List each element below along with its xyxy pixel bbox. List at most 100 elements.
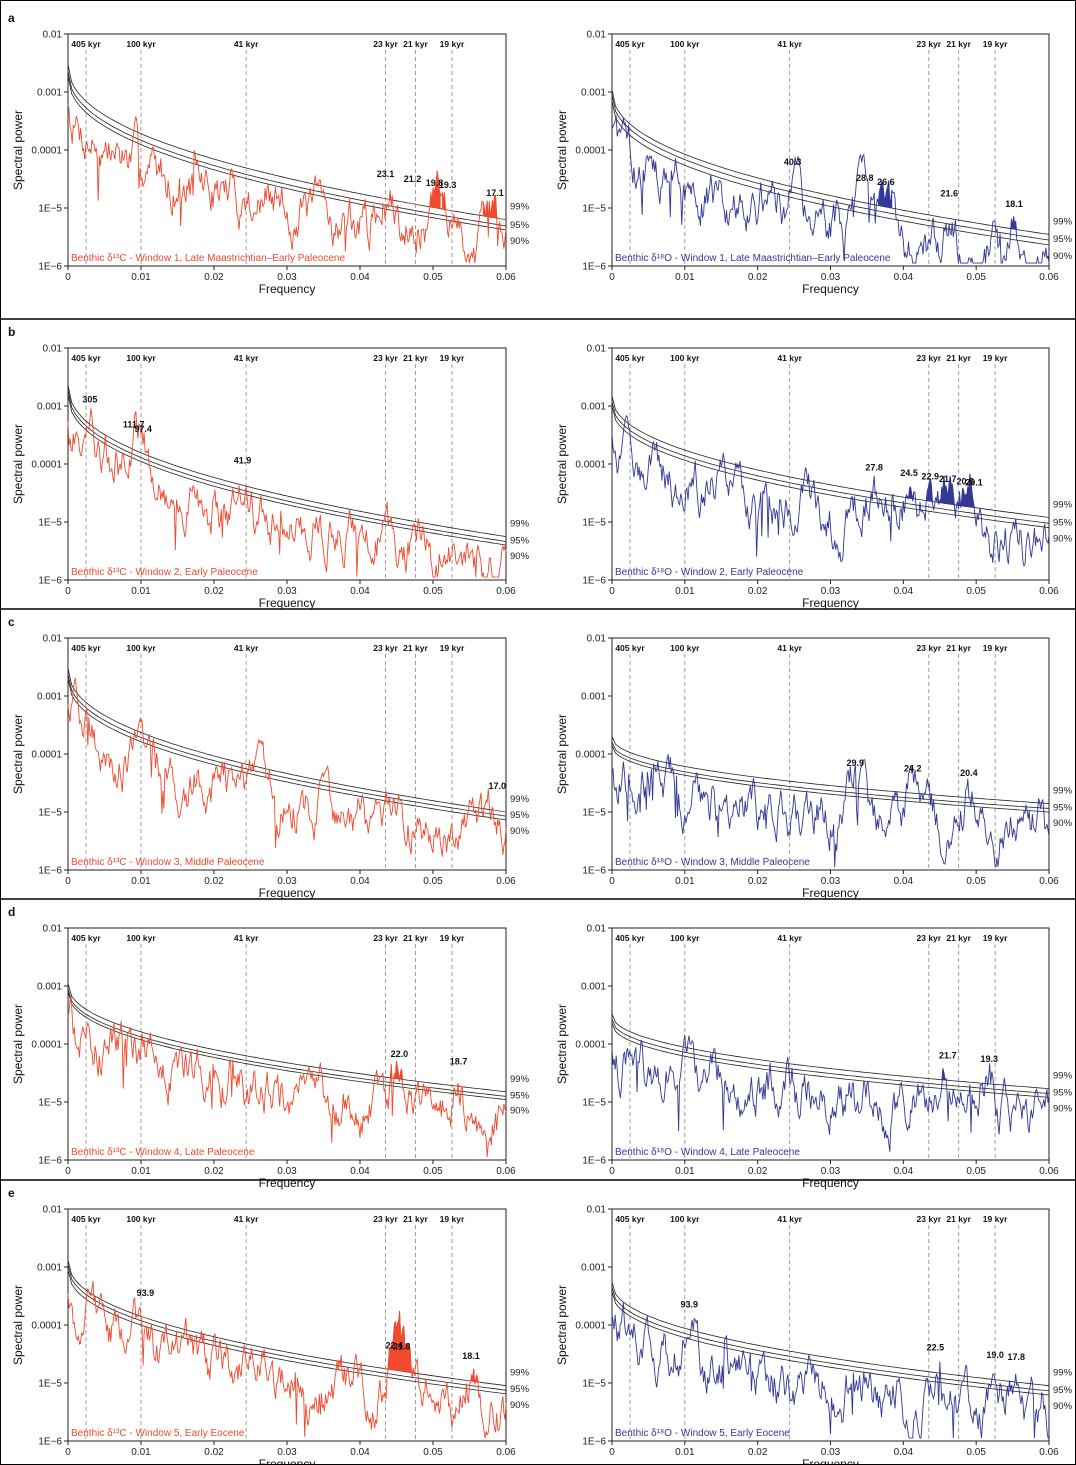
- y-tick-label: 0.0001: [31, 1321, 62, 1332]
- plot-frame: [611, 1208, 1050, 1442]
- panel-e-d18O: 405 kyr 100 kyr 41 kyr 23 kyr 21 kyr 19 kyr 1E…: [555, 1205, 1073, 1465]
- x-axis-label: Frequency: [259, 282, 316, 296]
- confidence-label: 95%: [510, 810, 530, 821]
- period-label: 41 kyr: [234, 643, 259, 653]
- y-tick-label: 1E−5: [582, 204, 606, 215]
- period-label: 21 kyr: [946, 933, 971, 943]
- y-tick-label: 0.001: [37, 88, 62, 99]
- confidence-curve: [611, 1291, 1050, 1396]
- panel-a-d18O: 405 kyr 100 kyr 41 kyr 23 kyr 21 kyr 19 kyr 1E…: [555, 30, 1073, 297]
- x-tick-label: 0.02: [748, 272, 768, 283]
- confidence-label: 90%: [510, 1400, 530, 1411]
- x-tick-label: 0.06: [496, 272, 516, 283]
- period-label: 41 kyr: [777, 353, 802, 363]
- spectrum-line: [67, 1281, 507, 1439]
- period-label: 41 kyr: [777, 39, 802, 49]
- period-label: 23 kyr: [917, 353, 942, 363]
- period-label: 100 kyr: [670, 39, 700, 49]
- peak-label: 29.9: [846, 758, 864, 768]
- peak-label: 20.1: [965, 478, 983, 488]
- confidence-curve: [611, 405, 1050, 528]
- confidence-label: 95%: [1053, 802, 1073, 813]
- x-tick-label: 0.06: [496, 1447, 516, 1458]
- x-tick-label: 0.04: [350, 1447, 370, 1458]
- period-label: 405 kyr: [615, 39, 645, 49]
- period-label: 41 kyr: [777, 933, 802, 943]
- period-label: 405 kyr: [71, 353, 101, 363]
- peak-label: 111.7: [123, 420, 145, 430]
- peak-label: 21.7: [939, 474, 957, 484]
- y-tick-label: 0.0001: [31, 1040, 62, 1051]
- x-tick-label: 0.05: [423, 876, 443, 887]
- x-axis-label: Frequency: [802, 1457, 859, 1465]
- confidence-label: 90%: [510, 1106, 530, 1117]
- x-tick-label: 0.02: [748, 1447, 768, 1458]
- confidence-label: 90%: [510, 236, 530, 247]
- panel-title: Benthic δ¹³C - Window 1, Late Maastricht…: [71, 253, 345, 264]
- x-tick-label: 0.04: [350, 272, 370, 283]
- y-tick-label: 1E−5: [38, 808, 62, 819]
- x-tick-label: 0.03: [277, 1166, 297, 1177]
- peak-label: 17.0: [488, 781, 506, 791]
- row-label: a: [8, 11, 15, 25]
- confidence-curve: [611, 1013, 1050, 1089]
- x-tick-label: 0.06: [1039, 586, 1059, 597]
- y-tick-label: 0.0001: [575, 750, 606, 761]
- confidence-curve: [67, 991, 507, 1100]
- x-tick-label: 0.05: [423, 272, 443, 283]
- confidence-curve: [611, 1018, 1050, 1094]
- x-tick-label: 0.06: [1039, 272, 1059, 283]
- x-tick-label: 0: [65, 272, 71, 283]
- y-tick-label: 0.001: [581, 402, 606, 413]
- period-label: 405 kyr: [71, 933, 101, 943]
- x-tick-label: 0.04: [894, 876, 914, 887]
- confidence-label: 95%: [1053, 1385, 1073, 1396]
- peak-label: 19.3: [981, 1054, 999, 1064]
- y-tick-label: 1E−6: [38, 1156, 62, 1167]
- confidence-label: 95%: [510, 220, 530, 231]
- period-label: 23 kyr: [917, 643, 942, 653]
- period-label: 19 kyr: [440, 1214, 465, 1224]
- y-tick-label: 1E−5: [38, 1379, 62, 1390]
- y-tick-label: 0.01: [43, 924, 63, 935]
- x-tick-label: 0.03: [821, 586, 841, 597]
- x-tick-label: 0.04: [350, 876, 370, 887]
- x-tick-label: 0: [65, 1166, 71, 1177]
- panel-e-d13C: 405 kyr 100 kyr 41 kyr 23 kyr 21 kyr 19 kyr 1E…: [11, 1205, 530, 1465]
- y-tick-label: 1E−5: [38, 1098, 62, 1109]
- spectrum-line: [611, 115, 1050, 264]
- y-axis-label: Spectral power: [555, 714, 569, 794]
- panel-title: Benthic δ¹⁸O - Window 2, Early Paleocene: [615, 567, 804, 578]
- period-label: 21 kyr: [946, 39, 971, 49]
- period-label: 19 kyr: [983, 643, 1008, 653]
- peak-label: 40.3: [784, 157, 802, 167]
- plot-frame: [67, 33, 507, 267]
- x-axis-label: Frequency: [802, 1176, 859, 1190]
- x-tick-label: 0.01: [675, 1447, 695, 1458]
- period-label: 21 kyr: [403, 39, 428, 49]
- row-c: c 405 kyr 100 kyr 41 kyr 23 kyr 21 kyr 19 kyr 1…: [0, 608, 1076, 900]
- x-axis-label: Frequency: [259, 1457, 316, 1465]
- x-tick-label: 0.03: [821, 272, 841, 283]
- x-tick-label: 0.05: [423, 1447, 443, 1458]
- peak-label: 17.1: [486, 188, 504, 198]
- panel-b-d13C: 405 kyr 100 kyr 41 kyr 23 kyr 21 kyr 19 kyr 1E…: [11, 344, 530, 611]
- y-axis-label: Spectral power: [11, 424, 25, 504]
- spectrum-line: [67, 408, 507, 578]
- spectrum-line: [67, 678, 507, 857]
- confidence-label: 99%: [510, 519, 530, 530]
- peak-label: 24.5: [900, 468, 918, 478]
- confidence-curve: [611, 736, 1050, 804]
- panel-title: Benthic δ¹⁸O - Window 4, Late Paleocene: [615, 1147, 800, 1158]
- peak-label: 41.9: [234, 455, 252, 465]
- x-tick-label: 0.01: [131, 876, 151, 887]
- y-axis-label: Spectral power: [11, 714, 25, 794]
- x-tick-label: 0.05: [966, 586, 986, 597]
- x-tick-label: 0.06: [496, 1166, 516, 1177]
- x-tick-label: 0.06: [496, 876, 516, 887]
- y-tick-label: 1E−6: [582, 576, 606, 587]
- confidence-curve: [67, 988, 507, 1097]
- y-axis-label: Spectral power: [11, 110, 25, 190]
- x-axis-label: Frequency: [259, 1176, 316, 1190]
